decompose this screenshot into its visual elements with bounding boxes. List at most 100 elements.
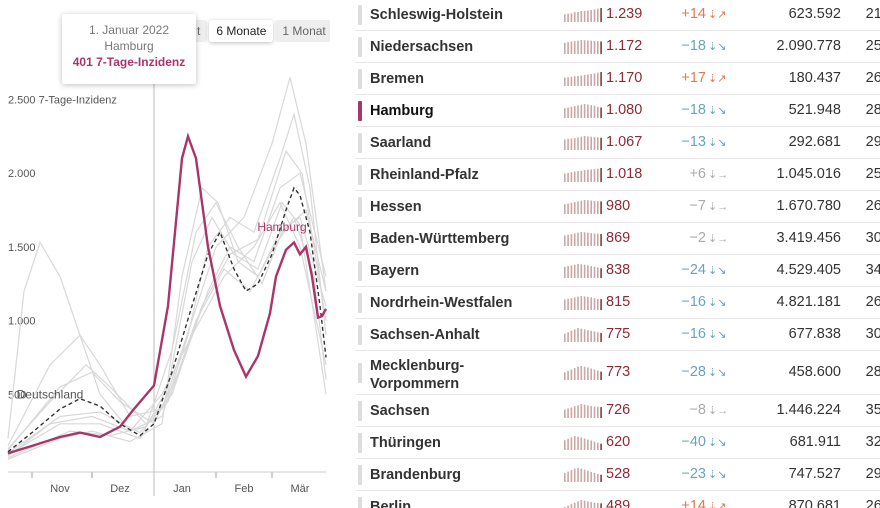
sparkline-bar	[577, 11, 579, 22]
sparkline-bar	[583, 170, 586, 182]
sparkline-bar	[587, 470, 589, 482]
table-row[interactable]: Bremen 1.170 +17⇣↗ 180.437 26.530	[356, 63, 880, 95]
state-name: Berlin	[370, 498, 411, 508]
sparkline-bar	[573, 202, 576, 214]
tab-6-months[interactable]: 6 Monate	[209, 20, 274, 42]
sparkline-bar	[573, 468, 576, 482]
sparkline-bar	[600, 268, 602, 278]
incidence-sparkline	[564, 72, 602, 86]
sparkline-bar	[600, 299, 602, 310]
sparkline-bar	[593, 502, 596, 508]
background-series-line	[7, 216, 327, 454]
x-tick-label: Mär	[291, 483, 310, 495]
sparkline-bar	[580, 232, 583, 246]
sparkline-bar	[580, 11, 583, 22]
tooltip-region: Hamburg	[104, 39, 154, 53]
sparkline-bar	[570, 138, 573, 150]
background-series-line	[7, 149, 327, 450]
sparkline-bar	[564, 139, 566, 150]
table-row[interactable]: Hamburg 1.080 −18⇣↘ 521.948 28.176	[356, 95, 880, 127]
sparkline-bar	[583, 469, 586, 482]
sparkline-bar	[593, 331, 596, 342]
incidence-sparkline	[564, 328, 602, 342]
sparkline-bar	[567, 42, 569, 54]
row-marker	[358, 293, 362, 313]
incidence-sparkline	[564, 468, 602, 482]
state-name: Brandenburg	[370, 466, 461, 484]
table-row[interactable]: Hessen 980 −7⇣→ 1.670.780 26.416	[356, 191, 880, 223]
table-row[interactable]: Baden-Württemberg 869 −2⇣→ 3.419.456 30.798	[356, 223, 880, 255]
incidence-sparkline	[564, 436, 602, 450]
incidence-sparkline	[564, 404, 602, 418]
sparkline-bar	[593, 73, 596, 86]
sparkline-bar	[593, 40, 596, 54]
row-marker	[358, 401, 362, 421]
trend-down-icon: ⇣↘	[708, 137, 727, 149]
sparkline-bar	[597, 473, 599, 482]
sparkline-bar	[597, 267, 599, 278]
population-value: 4.529.405	[776, 262, 841, 278]
table-row[interactable]: Rheinland-Pfalz 1.018 +6⇣→ 1.045.016 25.498	[356, 159, 880, 191]
beds-value: 25.498	[865, 166, 880, 182]
state-name: Hessen	[370, 198, 422, 216]
sparkline-bar	[567, 203, 569, 214]
sparkline-bar	[593, 200, 596, 214]
deutschland-series-label: Deutschland	[17, 387, 84, 401]
sparkline-bar	[567, 13, 569, 22]
table-row[interactable]: Saarland 1.067 −13⇣↘ 292.681 29.726	[356, 127, 880, 159]
sparkline-bar	[570, 265, 573, 278]
tab-1-month[interactable]: 1 Monat	[275, 20, 330, 42]
table-row[interactable]: Mecklenburg- Vorpommern 773 −28⇣↘ 458.600 28.…	[356, 351, 880, 395]
sparkline-bar	[597, 332, 599, 342]
table-row[interactable]: Sachsen-Anhalt 775 −16⇣↘ 677.838 30.980	[356, 319, 880, 351]
sparkline-bar	[590, 9, 592, 22]
sparkline-bar	[577, 137, 579, 150]
sparkline-bar	[587, 74, 589, 86]
sparkline-bar	[593, 169, 596, 182]
beds-value: 34.367	[865, 262, 880, 278]
sparkline-bar	[564, 372, 566, 380]
incidence-change: −8	[689, 402, 706, 418]
sparkline-bar	[573, 502, 576, 508]
incidence-value: 1.239	[606, 6, 643, 22]
beds-value: 26.530	[865, 70, 880, 86]
table-row[interactable]: Berlin 489 +14⇣↗ 870.681 26.769	[356, 491, 880, 508]
sparkline-bar	[573, 233, 576, 246]
sparkline-bar	[567, 408, 569, 418]
table-row[interactable]: Sachsen 726 −8⇣→ 1.446.224 35.648	[356, 395, 880, 427]
trend-up-icon: ⇣↗	[708, 9, 727, 21]
sparkline-bar	[590, 233, 592, 246]
sparkline-bar	[600, 137, 602, 150]
population-value: 1.045.016	[776, 166, 841, 182]
sparkline-bar	[573, 368, 576, 380]
sparkline-bar	[590, 368, 592, 380]
table-row[interactable]: Bayern 838 −24⇣↘ 4.529.405 34.367	[356, 255, 880, 287]
table-row[interactable]: Schleswig-Holstein 1.239 +14⇣↗ 623.592 21.42…	[356, 0, 880, 31]
sparkline-bar	[564, 108, 566, 118]
y-tick-label: 1.000	[8, 316, 36, 328]
sparkline-bar	[600, 474, 602, 482]
incidence-value: 726	[606, 402, 631, 418]
table-row[interactable]: Brandenburg 528 −23⇣↘ 747.527 29.438	[356, 459, 880, 491]
background-series-line	[7, 186, 327, 460]
sparkline-bar	[570, 369, 573, 380]
state-name-line: Rheinland-Pfalz	[370, 167, 479, 183]
sparkline-bar	[587, 200, 589, 214]
sparkline-bar	[597, 233, 599, 246]
state-name-line: Bremen	[370, 71, 424, 87]
sparkline-bar	[564, 77, 566, 86]
sparkline-bar	[580, 366, 583, 380]
sparkline-bar	[583, 40, 586, 54]
table-row[interactable]: Nordrhein-Westfalen 815 −16⇣↘ 4.821.181 26.7…	[356, 287, 880, 319]
sparkline-bar	[577, 40, 579, 54]
sparkline-bar	[567, 370, 569, 380]
sparkline-bar	[570, 407, 573, 418]
incidence-value: 1.018	[606, 166, 643, 182]
table-row[interactable]: Niedersachsen 1.172 −18⇣↘ 2.090.778 25.894	[356, 31, 880, 63]
state-name: Mecklenburg- Vorpommern	[370, 357, 464, 393]
table-row[interactable]: Thüringen 620 −40⇣↘ 681.911 32.057	[356, 427, 880, 459]
hamburg-series-label: Hamburg	[257, 220, 306, 234]
incidence-sparkline	[564, 366, 602, 380]
sparkline-bar	[570, 234, 573, 246]
sparkline-bar	[583, 10, 586, 22]
